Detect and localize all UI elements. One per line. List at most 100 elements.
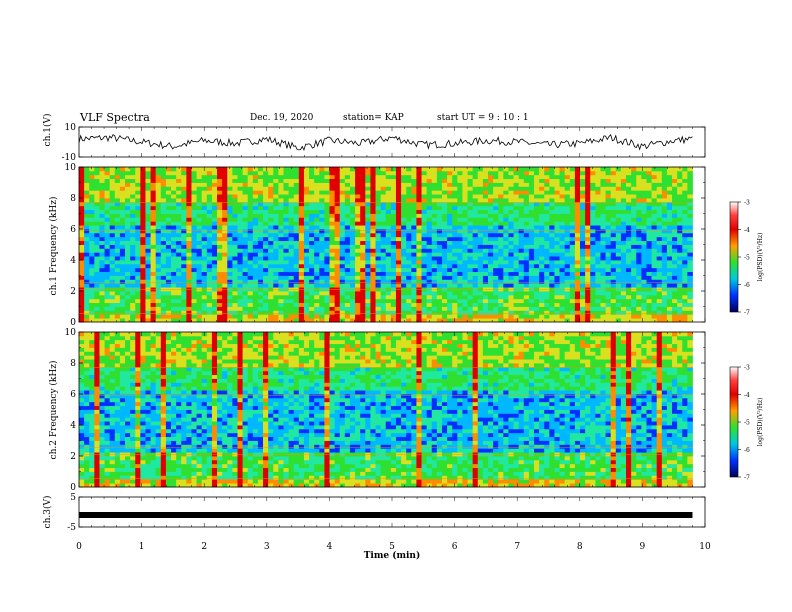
spectrogram-cell [574, 310, 581, 315]
spectrogram-cell [242, 298, 249, 304]
spectrogram-cell [298, 271, 305, 276]
spectrogram-cell [385, 170, 392, 176]
spectrogram-cell [201, 225, 208, 230]
spectrogram-cell [426, 178, 433, 183]
spectrogram-cell [641, 225, 647, 230]
spectrogram-cell [176, 217, 182, 222]
spectrogram-cell [401, 198, 407, 203]
spectrogram-cell [447, 232, 453, 238]
spectrogram-cell [375, 190, 382, 195]
spectrogram-cell [79, 298, 85, 304]
spectrogram-cell [666, 167, 673, 172]
y-tick-label: 6 [70, 225, 76, 235]
spectrogram-cell [293, 174, 300, 180]
spectrogram-cell [687, 201, 693, 207]
spectrogram-cell [406, 232, 412, 238]
spectrogram-cell [283, 263, 289, 269]
spectrogram-cell [273, 198, 279, 203]
spectrogram-cell [242, 260, 249, 265]
spectrogram-cell [145, 232, 151, 238]
spectrogram-cell [600, 221, 606, 226]
spectrogram-cell [237, 244, 243, 249]
spectrogram-cell [273, 306, 279, 311]
spectrogram-cell [99, 225, 105, 230]
spectrogram-cell [191, 186, 197, 191]
spectrogram-cell [89, 174, 95, 180]
spectrogram-cell [309, 252, 315, 257]
spectrogram-cell [278, 252, 284, 257]
spectrogram-cell [140, 244, 146, 249]
spectrogram-cell [196, 275, 203, 280]
spectrogram-cell [401, 194, 407, 199]
spectrogram-cell [600, 170, 606, 176]
spectrogram-cell [687, 186, 693, 191]
spectrogram-cell [104, 225, 111, 230]
spectrogram-cell [181, 240, 187, 245]
spectrogram-cell [324, 314, 330, 319]
spectrogram-cell [263, 252, 269, 257]
spectrogram-cell [590, 252, 596, 257]
spectrogram-cell [421, 260, 428, 265]
spectrogram-cell [94, 263, 100, 269]
spectrogram-cell [498, 252, 504, 257]
spectrogram-cell [257, 178, 264, 183]
spectrogram-cell [677, 229, 683, 234]
spectrogram-cell [559, 190, 566, 195]
spectrogram-cell [237, 209, 243, 214]
spectrogram-cell [554, 213, 560, 218]
spectrogram-cell [263, 236, 269, 242]
spectrogram-cell [672, 167, 678, 172]
spectrogram-cell [150, 186, 157, 191]
spectrogram-cell [278, 205, 284, 211]
spectrogram-cell [580, 232, 586, 238]
spectrogram-cell [99, 294, 105, 300]
spectrogram-cell [324, 186, 330, 191]
spectrogram-cell [165, 310, 172, 315]
spectrogram-cell [145, 213, 151, 218]
spectrogram-cell [549, 267, 555, 273]
spectrogram-cell [160, 170, 167, 176]
spectrogram-cell [436, 201, 443, 207]
spectrogram-cell [155, 240, 162, 245]
spectrogram-cell [641, 283, 647, 288]
spectrogram-cell [319, 209, 325, 214]
spectrogram-cell [232, 209, 238, 214]
spectrogram-cell [482, 221, 489, 226]
spectrogram-cell [165, 186, 172, 191]
spectrogram-cell [539, 279, 545, 284]
spectrogram-cell [155, 186, 162, 191]
spectrogram-cell [544, 186, 550, 191]
spectrogram-cell [145, 279, 151, 284]
spectrogram-cell [298, 190, 305, 195]
spectrogram-cell [687, 167, 693, 172]
spectrogram-cell [360, 209, 366, 214]
spectrogram-cell [293, 275, 300, 280]
spectrogram-cell [298, 240, 305, 245]
spectrogram-cell [176, 178, 182, 183]
spectrogram-cell [99, 232, 105, 238]
spectrogram-cell [426, 186, 433, 191]
spectrogram-cell [656, 302, 663, 307]
spectrogram-cell [441, 306, 448, 311]
spectrogram-cell [130, 167, 136, 172]
spectrogram-cell [447, 221, 453, 226]
spectrogram-cell [472, 248, 479, 253]
spectrogram-cell [181, 318, 187, 323]
spectrogram-cell [605, 260, 612, 265]
spectrogram-cell [549, 174, 555, 180]
spectrogram-cell [615, 291, 622, 296]
spectrogram-cell [656, 167, 663, 172]
spectrogram-cell [186, 248, 192, 253]
spectrogram-cell [109, 213, 116, 218]
spectrogram-cell [344, 232, 351, 238]
spectrogram-cell [160, 167, 167, 172]
spectrogram-cell [426, 314, 433, 319]
spectrogram-cell [574, 318, 581, 323]
spectrogram-cell [574, 279, 581, 284]
spectrogram-cell [303, 236, 310, 242]
spectrogram-cell [145, 170, 151, 176]
spectrogram-cell [135, 244, 141, 249]
spectrogram-cell [288, 271, 295, 276]
spectrogram-cell [339, 279, 346, 284]
spectrogram-cell [99, 267, 105, 273]
